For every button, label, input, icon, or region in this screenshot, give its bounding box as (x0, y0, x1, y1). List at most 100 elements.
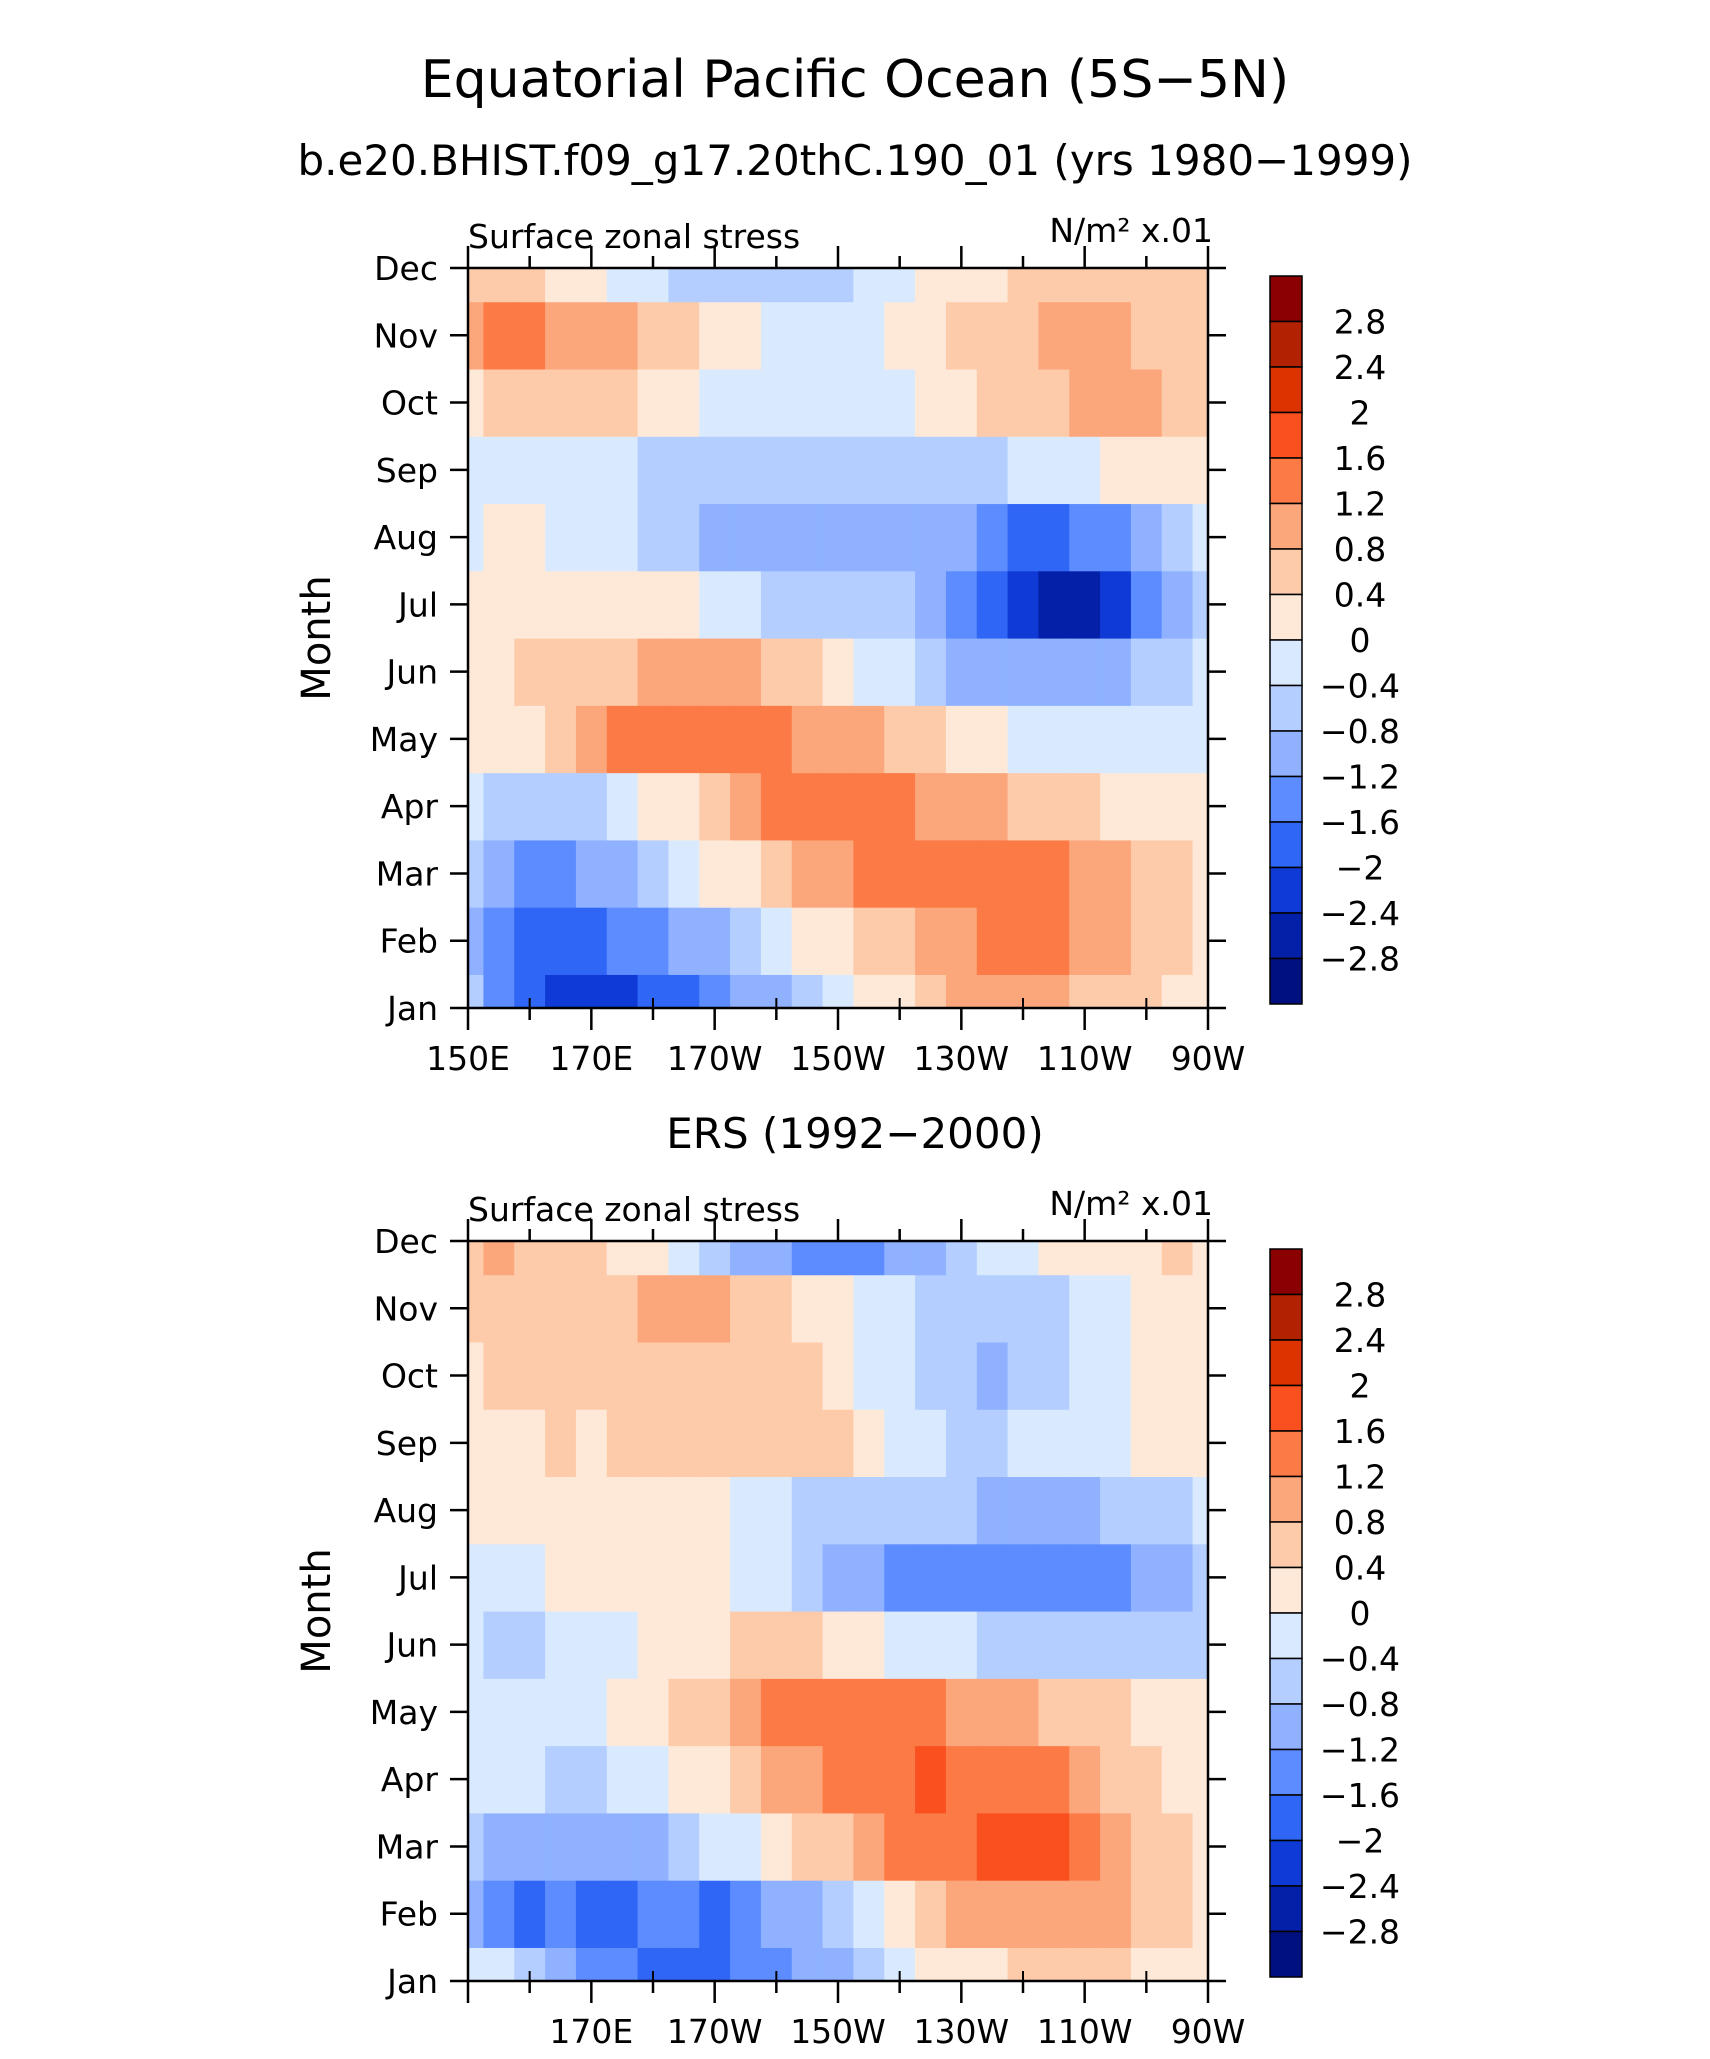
heatmap-cell (1192, 1678, 1209, 1747)
heatmap-cell (945, 1812, 978, 1881)
heatmap-cell (468, 974, 485, 1009)
colorbar-swatch (1269, 1885, 1303, 1933)
heatmap-cell (853, 268, 885, 303)
heatmap-cell (730, 705, 762, 774)
heatmap-cell (1007, 638, 1040, 706)
heatmap-cell (1130, 638, 1163, 706)
heatmap-cell (637, 570, 670, 639)
y-axis-label: Month (294, 1548, 340, 1673)
colorbar-swatch (1269, 1566, 1303, 1614)
heatmap-cell (884, 638, 916, 706)
x-tick-label: 130W (914, 1039, 1010, 1078)
y-tick-label: Oct (381, 1357, 438, 1396)
heatmap-cell (575, 1341, 608, 1410)
heatmap-cell (945, 907, 978, 975)
heatmap-cell (853, 974, 885, 1009)
heatmap-cell (545, 1812, 577, 1881)
heatmap-cell (606, 1409, 639, 1478)
heatmap-cells (468, 268, 1209, 1009)
heatmap-cell (1069, 1678, 1101, 1747)
heatmap-cell (730, 1543, 762, 1612)
heatmap-cell (1069, 1241, 1101, 1276)
heatmap-cell (760, 772, 793, 841)
heatmap-cell (699, 907, 731, 975)
heatmap-cell (791, 839, 824, 908)
heatmap-cell (945, 503, 978, 572)
heatmap-cell (1130, 1274, 1163, 1343)
colorbar-label: 2.4 (1334, 1321, 1386, 1360)
heatmap-cell (730, 1274, 762, 1343)
heatmap-cell (1038, 974, 1070, 1009)
heatmap-cell (1007, 1543, 1040, 1612)
heatmap-cell (1007, 839, 1040, 908)
heatmap-cell (514, 301, 546, 370)
heatmap-cell (468, 1341, 485, 1410)
heatmap-cell (760, 1543, 793, 1612)
x-tick-label: 150W (790, 2012, 886, 2051)
heatmap-cell (514, 1341, 546, 1410)
heatmap-cell (1069, 974, 1101, 1009)
heatmap-cell (575, 436, 608, 505)
heatmap-cell (1192, 1947, 1209, 1982)
heatmap-cell (514, 1241, 546, 1276)
heatmap-cell (976, 503, 1009, 572)
heatmap-cell (1069, 1543, 1101, 1612)
colorbar-swatch (1269, 1293, 1303, 1341)
heatmap-cell (545, 1745, 577, 1814)
colorbar-swatch (1269, 639, 1303, 687)
heatmap-cell (822, 1611, 855, 1679)
heatmap-cell (606, 268, 639, 303)
heatmap-cell (483, 570, 515, 639)
heatmap-cell (853, 1274, 885, 1343)
heatmap-cell (853, 1947, 885, 1982)
heatmap-cell (545, 705, 577, 774)
colorbar-swatch (1269, 548, 1303, 596)
heatmap-cell (483, 1678, 515, 1747)
heatmap-cell (637, 1745, 670, 1814)
heatmap-cell (1161, 1611, 1194, 1679)
heatmap-cell (606, 1241, 639, 1276)
heatmap-cell (1007, 1745, 1040, 1814)
heatmap-cell (514, 1812, 546, 1881)
heatmap-cell (1161, 1409, 1194, 1478)
heatmap-cell (976, 839, 1009, 908)
heatmap-cell (884, 301, 916, 370)
heatmap-cell (1007, 570, 1040, 639)
heatmap-cell (1100, 705, 1132, 774)
colorbar-swatch (1269, 1248, 1303, 1296)
heatmap-cell (915, 772, 947, 841)
heatmap-cell (853, 368, 885, 437)
heatmap-cell (1130, 907, 1163, 975)
heatmap-cell (822, 368, 855, 437)
heatmap-cell (514, 1678, 546, 1747)
heatmap-cell (730, 301, 762, 370)
heatmap-cell (1192, 907, 1209, 975)
heatmap-cell (637, 368, 670, 437)
heatmap-cell (575, 1611, 608, 1679)
heatmap-cell (976, 1678, 1009, 1747)
heatmap-cell (1161, 974, 1194, 1009)
heatmap-cell (514, 436, 546, 505)
heatmap-cell (791, 705, 824, 774)
heatmap-cell (483, 1880, 515, 1948)
heatmap-cell (1130, 503, 1163, 572)
heatmap-cell (760, 1241, 793, 1276)
heatmap-cell (884, 907, 916, 975)
heatmap-cell (822, 1341, 855, 1410)
heatmap-cell (606, 772, 639, 841)
heatmap-cell (976, 1880, 1009, 1948)
heatmap-cell (699, 268, 731, 303)
heatmap-cell (1161, 1812, 1194, 1881)
heatmap-cell (637, 839, 670, 908)
heatmap-cell (606, 705, 639, 774)
heatmap-cell (514, 1745, 546, 1814)
heatmap-cell (637, 1611, 670, 1679)
heatmap-cell (483, 1947, 515, 1982)
heatmap-cell (822, 1745, 855, 1814)
heatmap-cell (1161, 1678, 1194, 1747)
colorbar-label: 2 (1350, 394, 1371, 433)
colorbar: 2.8 2.4 2 1.6 1.2 0.8 0.4 0 −0.4 −0.8 −1.2 −1.6 −2 −2… (1269, 1248, 1400, 1978)
heatmap-cell (791, 907, 824, 975)
heatmap-cell (575, 301, 608, 370)
heatmap-cell (468, 1745, 485, 1814)
